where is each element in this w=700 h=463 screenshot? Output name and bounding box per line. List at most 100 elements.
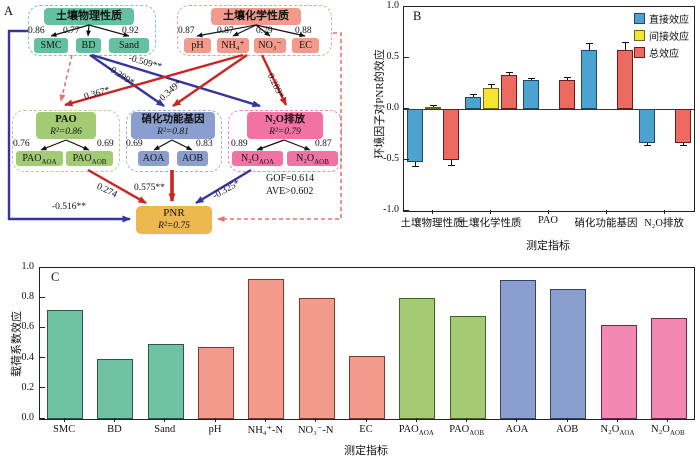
error-bar-cap bbox=[621, 42, 629, 44]
legend-label: 直接效应 bbox=[649, 15, 689, 26]
group-title-soil-physical: 土壤物理性质 bbox=[44, 8, 134, 25]
panel-c-label: C bbox=[51, 270, 60, 284]
legend-label: 总效应 bbox=[649, 49, 679, 60]
y-tick-mark bbox=[40, 387, 45, 389]
error-bar-cap bbox=[487, 84, 495, 86]
panel-b-plot-area: B 直接效应 间接效应 总效应 bbox=[403, 6, 695, 212]
legend-item: 直接效应 bbox=[634, 11, 689, 26]
pnr-title: PNR bbox=[163, 207, 185, 219]
category-label: NH₄⁺-N bbox=[247, 425, 284, 436]
bar bbox=[449, 316, 486, 419]
category-label: PAO bbox=[449, 424, 470, 435]
nitrification-r2: R²=0.81 bbox=[157, 127, 189, 137]
x-tick-mark bbox=[214, 418, 216, 422]
path-coef-chemical-nitrification: 0.349* bbox=[158, 78, 185, 104]
x-tick-label: 硝化功能基因 bbox=[574, 218, 638, 229]
error-bar-cap bbox=[469, 94, 477, 96]
x-tick-label: 土壤物理性质 bbox=[400, 218, 464, 229]
x-tick-mark bbox=[315, 418, 317, 422]
error-bar-stem bbox=[432, 105, 434, 107]
x-tick-label: SMC bbox=[29, 424, 99, 435]
error-bar-stem bbox=[414, 162, 416, 167]
bar bbox=[47, 310, 84, 419]
x-tick-mark bbox=[415, 418, 417, 422]
legend-swatch bbox=[634, 47, 645, 58]
legend-item: 总效应 bbox=[634, 45, 689, 60]
category-label: NO₃⁻-N bbox=[297, 425, 334, 436]
x-tick-mark bbox=[365, 418, 367, 422]
y-tick-label: 1.0 bbox=[21, 261, 35, 272]
path-coef-pao-pnr: 0.274 bbox=[94, 181, 119, 201]
indicator-sand: Sand bbox=[109, 38, 149, 53]
x-tick-label: PAOAOB bbox=[432, 424, 502, 437]
group-title-nitrification: 硝化功能基因 R²=0.81 bbox=[131, 112, 215, 139]
path-coef-chemical-pao: 0.367* bbox=[83, 85, 111, 103]
x-tick-mark bbox=[63, 418, 65, 422]
gof-value: GOF=0.614 bbox=[266, 173, 315, 184]
indicator-ph: pH bbox=[184, 38, 211, 53]
category-label-subscript: AOA bbox=[619, 429, 635, 438]
error-bar-cap bbox=[679, 145, 687, 147]
pao-title-text: PAO bbox=[55, 114, 77, 125]
y-tick-label: 1.0 bbox=[386, 0, 400, 11]
category-label-subscript: AOA bbox=[418, 429, 434, 438]
indicator-pao-aoa: PAOAOA bbox=[16, 151, 63, 166]
loading-pao-aob: 0.69 bbox=[97, 139, 114, 149]
pao-r2: R²=0.86 bbox=[50, 127, 82, 137]
zero-line bbox=[404, 108, 694, 110]
path-coef-nitrification-pnr: 0.575** bbox=[134, 183, 165, 193]
pnr-box: PNR R²=0.75 bbox=[136, 206, 212, 234]
y-tick-label: 0.2 bbox=[21, 381, 35, 393]
bar bbox=[523, 80, 539, 109]
panel-a-label: A bbox=[4, 4, 14, 18]
y-tick-mark bbox=[40, 357, 45, 359]
panel-b-effects-chart: 环境因子对PNR的效应 B 直接效应 间接效应 总效应 测定指标 1.0 0.5 0.0… bbox=[365, 0, 700, 258]
error-bar-stem bbox=[646, 142, 648, 146]
y-tick-mark bbox=[40, 326, 45, 328]
x-tick-label: AOA bbox=[482, 424, 552, 435]
x-tick-mark bbox=[516, 418, 518, 422]
path-coef-chemical-n2o: 0.289* bbox=[264, 72, 286, 100]
loading-sand: 0.92 bbox=[122, 26, 139, 36]
loading-n2o-aob: 0.87 bbox=[315, 139, 332, 149]
loading-bd: 0.77 bbox=[63, 26, 80, 36]
error-bar-stem bbox=[624, 42, 626, 50]
category-label: Sand bbox=[154, 424, 176, 435]
loading-ec: 0.88 bbox=[295, 26, 312, 36]
x-tick-label: PAOAOA bbox=[381, 424, 451, 437]
x-tick-mark bbox=[466, 418, 468, 422]
nitrification-title-text: 硝化功能基因 bbox=[141, 114, 205, 125]
x-tick-mark bbox=[667, 418, 669, 422]
y-tick-mark bbox=[404, 56, 409, 58]
bar bbox=[559, 80, 575, 109]
path-coef-physical-pnr: -0.516** bbox=[52, 202, 87, 212]
path-coef-n2o-pnr: -0.325* bbox=[211, 178, 242, 202]
group-title-n2o: N₂O排放 R²=0.79 bbox=[247, 112, 323, 139]
y-tick-label: 0.4 bbox=[21, 351, 35, 363]
x-tick-mark bbox=[663, 210, 665, 214]
y-tick-label: 0.6 bbox=[21, 321, 35, 333]
category-label: AOA bbox=[505, 424, 529, 435]
x-tick-label: N₂O排放 bbox=[644, 218, 684, 229]
y-tick-label: 0.5 bbox=[386, 51, 400, 62]
bar bbox=[617, 49, 633, 109]
legend-swatch bbox=[634, 13, 645, 24]
category-label: PAO bbox=[398, 424, 419, 435]
x-tick-mark bbox=[431, 210, 433, 214]
x-tick-label: N₂OAOB bbox=[633, 424, 700, 437]
indicator-n2o-aoa: N₂OAOA bbox=[232, 151, 283, 166]
x-tick-mark bbox=[489, 210, 491, 214]
loading-smc: 0.86 bbox=[28, 26, 45, 36]
bar bbox=[675, 109, 691, 143]
y-tick-mark bbox=[404, 5, 409, 7]
indicator-no3: NO₃⁻ bbox=[254, 38, 286, 53]
x-tick-label: PAO bbox=[537, 215, 559, 226]
bar bbox=[600, 325, 637, 419]
x-tick-mark bbox=[547, 210, 549, 214]
x-tick-label: N₂OAOA bbox=[583, 424, 653, 437]
indicator-pao-aob: PAOAOB bbox=[66, 151, 113, 166]
y-tick-mark bbox=[40, 417, 45, 419]
y-tick-label: 0.0 bbox=[386, 102, 400, 113]
indicator-aoa: AOA bbox=[138, 151, 169, 166]
pnr-r2: R²=0.75 bbox=[158, 221, 190, 231]
